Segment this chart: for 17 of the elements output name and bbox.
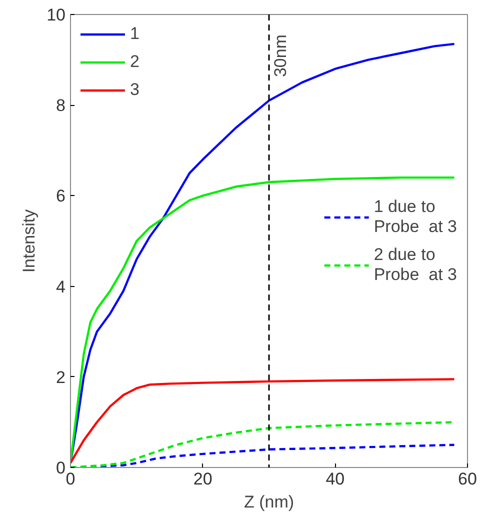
legend-label: 1: [130, 24, 140, 44]
x-tick-label: 40: [326, 470, 345, 488]
y-tick-label: 8: [56, 96, 66, 116]
y-tick-label: 2: [56, 368, 66, 387]
legend-label: 3: [130, 80, 140, 100]
legend-label: 2 due to Probe at 3: [374, 244, 457, 284]
y-tick-label: 4: [56, 277, 66, 296]
legend-label: 1 due to Probe at 3: [374, 196, 457, 236]
x-tick-label: 60: [458, 470, 477, 488]
y-tick-label: 10: [46, 6, 66, 24]
x-axis-title: Z (nm): [244, 492, 294, 512]
legend-label: 2: [130, 52, 140, 72]
line-series: [70, 378, 456, 464]
x-tick-label: 20: [193, 470, 212, 488]
ref-line-label: 30nm: [271, 34, 290, 78]
y-axis-title: Intensity: [20, 208, 39, 273]
y-tick-label: 6: [56, 186, 66, 206]
